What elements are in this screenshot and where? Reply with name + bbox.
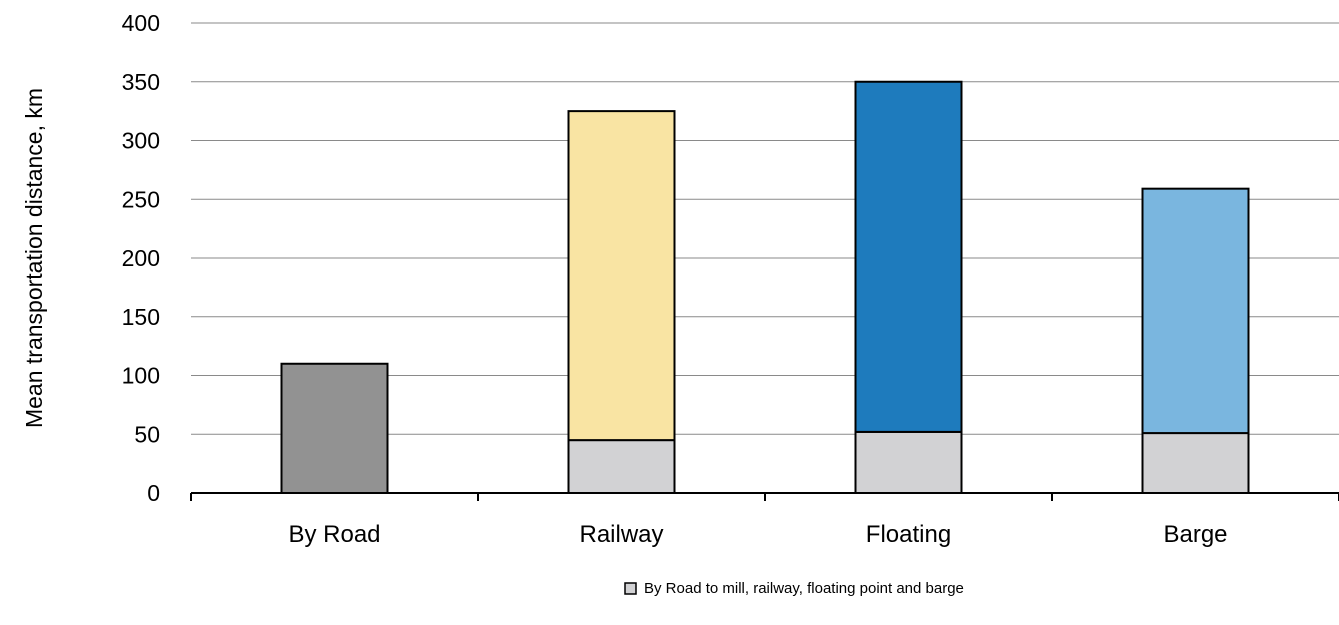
y-tick-labels: 0 50 100 150 200 250 300 350 400 <box>122 10 160 506</box>
y-tick-label: 250 <box>122 186 160 212</box>
x-category-label: By Road <box>288 521 380 548</box>
y-tick-label: 200 <box>122 245 160 271</box>
bars <box>280 80 1250 495</box>
bar-segment-barge <box>1141 187 1250 435</box>
legend-swatch <box>624 582 637 595</box>
y-tick-label: 50 <box>134 421 160 447</box>
bar-segment-barge <box>1141 432 1250 495</box>
y-tick-label: 350 <box>122 69 160 95</box>
x-category-labels: By Road Railway Floating Barge <box>288 521 1227 548</box>
x-category-label: Barge <box>1163 521 1227 548</box>
bar-segment-floating <box>854 80 963 433</box>
y-tick-label: 0 <box>147 480 160 506</box>
bar-segment-floating <box>854 430 963 494</box>
bar-segment-railway <box>567 439 676 494</box>
x-category-label: Railway <box>579 521 663 548</box>
y-tick-label: 100 <box>122 363 160 389</box>
axes <box>190 492 1339 501</box>
legend: By Road to mill, railway, floating point… <box>624 580 964 597</box>
bar-segment-railway <box>567 110 676 442</box>
x-category-label: Floating <box>866 521 951 548</box>
y-tick-label: 150 <box>122 304 160 330</box>
bar-segment-by-road <box>280 362 389 494</box>
legend-label: By Road to mill, railway, floating point… <box>644 580 964 597</box>
y-tick-label: 300 <box>122 128 160 154</box>
y-tick-label: 400 <box>122 10 160 36</box>
y-axis-title: Mean transportation distance, km <box>21 88 47 428</box>
